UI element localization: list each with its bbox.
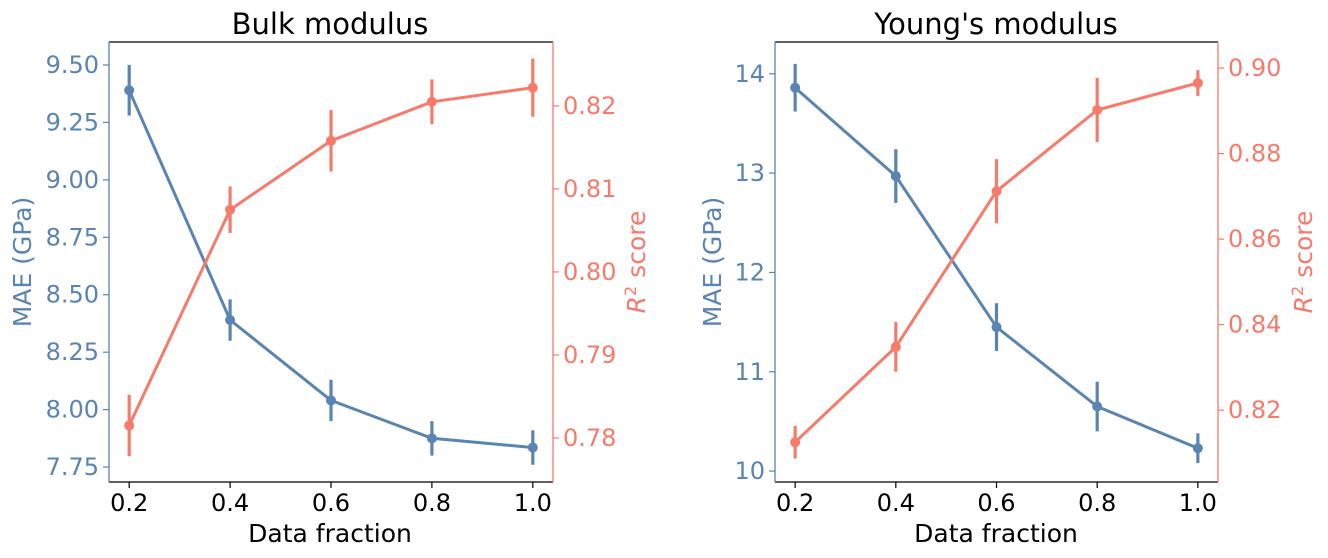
r2-series	[790, 70, 1203, 459]
panel-youngs-modulus: Young's modulus Data fraction MAE (GPa) …	[698, 7, 1318, 548]
right-y-axis-label: R2 score	[621, 211, 652, 314]
series-layer	[124, 58, 538, 465]
data-point	[426, 96, 437, 107]
data-point	[790, 82, 801, 93]
right-y-tick-label: 0.82	[563, 92, 616, 120]
left-y-tick-label: 9.25	[46, 108, 99, 136]
r-symbol: R	[1289, 296, 1318, 313]
left-y-tick-label: 9.00	[46, 166, 99, 194]
right-y-tick-label: 0.86	[1228, 225, 1281, 253]
plot-frame	[775, 42, 1218, 482]
data-point	[527, 442, 538, 453]
x-tick-label: 0.8	[1078, 489, 1116, 517]
r2-series	[124, 58, 538, 457]
data-point	[890, 341, 901, 352]
x-axis-label: Data fraction	[248, 519, 412, 548]
x-tick-label: 0.2	[110, 489, 148, 517]
data-point	[991, 186, 1002, 197]
x-tick-label: 0.6	[312, 489, 350, 517]
data-point	[225, 315, 236, 326]
data-point	[225, 204, 236, 215]
right-y-tick-label: 0.84	[1228, 311, 1281, 339]
left-y-tick-label: 14	[734, 60, 765, 88]
left-y-tick-label: 12	[734, 258, 765, 286]
x-tick-label: 1.0	[1179, 489, 1217, 517]
data-point	[991, 322, 1002, 333]
r-superscript: 2	[1288, 286, 1307, 296]
right-y-tick-label: 0.90	[1228, 54, 1281, 82]
x-tick-label: 1.0	[514, 489, 552, 517]
left-y-tick-label: 8.75	[46, 223, 99, 251]
chart-title: Bulk modulus	[232, 7, 429, 41]
data-point	[124, 85, 135, 96]
left-y-tick-label: 10	[734, 457, 765, 485]
r-superscript: 2	[621, 286, 640, 296]
x-tick-label: 0.4	[877, 489, 915, 517]
series-line	[794, 86, 1199, 450]
data-point	[1092, 401, 1103, 412]
left-y-tick-label: 7.75	[46, 453, 99, 481]
chart-title: Young's modulus	[873, 7, 1117, 41]
data-point	[790, 437, 801, 448]
axis-ticks: 0.2 0.4 0.6 0.8 1.0 7.75 8.00 8.25 8.50 8.75 9.00 9…	[46, 41, 616, 517]
data-point	[1192, 443, 1203, 454]
data-point	[1192, 78, 1203, 89]
left-y-tick-label: 8.25	[46, 338, 99, 366]
score-word: score	[1289, 211, 1318, 278]
data-point	[124, 420, 135, 431]
series-layer	[790, 63, 1203, 464]
left-y-axis-label: MAE (GPa)	[698, 197, 727, 328]
right-y-tick-label: 0.88	[1228, 140, 1281, 168]
left-y-tick-label: 8.50	[46, 281, 99, 309]
x-tick-label: 0.8	[413, 489, 451, 517]
right-y-axis-label: R2 score	[1288, 211, 1319, 314]
left-y-tick-label: 11	[734, 358, 765, 386]
x-tick-label: 0.2	[776, 489, 814, 517]
left-y-tick-label: 13	[734, 159, 765, 187]
left-y-axis-label: MAE (GPa)	[8, 197, 37, 328]
data-point	[890, 171, 901, 182]
series-line	[794, 81, 1199, 444]
mae-series	[124, 64, 538, 465]
data-point	[1092, 104, 1103, 115]
data-point	[527, 82, 538, 93]
right-y-tick-label: 0.79	[563, 341, 616, 369]
x-tick-label: 0.6	[977, 489, 1015, 517]
data-point	[326, 135, 336, 146]
right-y-tick-label: 0.81	[563, 175, 616, 203]
axis-ticks: 0.2 0.4 0.6 0.8 1.0 10 11 12 13 14 0.82 0.84 0.86 0.8…	[734, 41, 1281, 517]
panel-bulk-modulus: Bulk modulus Data fraction MAE (GPa) R2 s…	[8, 7, 651, 548]
x-tick-label: 0.4	[211, 489, 249, 517]
right-y-tick-label: 0.82	[1228, 396, 1281, 424]
data-point	[326, 395, 336, 406]
data-point	[426, 433, 437, 444]
x-axis-label: Data fraction	[914, 519, 1078, 548]
left-y-tick-label: 9.50	[46, 51, 99, 79]
right-y-tick-label: 0.80	[563, 258, 616, 286]
mae-series	[790, 63, 1203, 464]
score-word: score	[622, 211, 651, 278]
left-y-tick-label: 8.00	[46, 396, 99, 424]
r-symbol: R	[622, 296, 651, 313]
right-y-tick-label: 0.78	[563, 424, 616, 452]
